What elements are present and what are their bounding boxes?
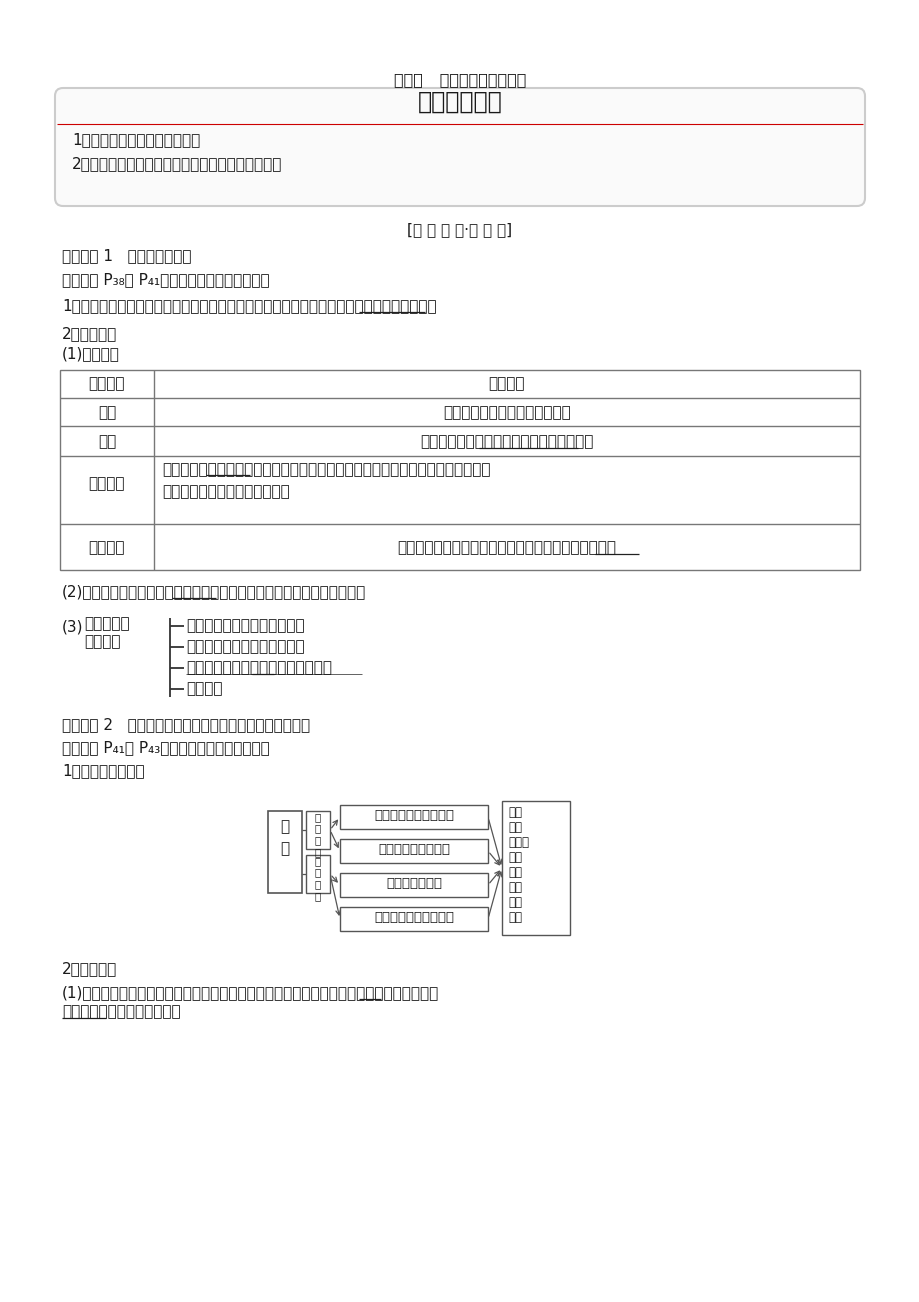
Text: 1．城市与区域发展: 1．城市与区域发展 xyxy=(62,763,144,779)
Text: 具体表现: 具体表现 xyxy=(488,376,525,391)
Text: 为城市自身服务: 为城市自身服务 xyxy=(386,878,441,891)
Text: 城: 城 xyxy=(280,819,289,835)
Text: 1．知道影响城市的区位因素。: 1．知道影响城市的区位因素。 xyxy=(72,132,200,147)
Text: 区域经济的增长中心: 区域经济的增长中心 xyxy=(378,842,449,855)
Text: 城市区位因: 城市区位因 xyxy=(84,616,130,631)
Text: 2．理解不同规模城市服务功能的差异。（重难点）: 2．理解不同规模城市服务功能的差异。（重难点） xyxy=(72,156,282,171)
Text: 气候: 气候 xyxy=(97,434,116,449)
Text: 2．城市体系: 2．城市体系 xyxy=(62,961,117,976)
Text: 是区
域的
核心，
对区
域发
展起
主导
作用: 是区 域的 核心， 对区 域发 展起 主导 作用 xyxy=(507,806,528,924)
Text: 相互作用而形成的有机整体。: 相互作用而形成的有机整体。 xyxy=(62,1004,180,1019)
Text: 素的变化: 素的变化 xyxy=(84,634,120,648)
Text: (2)社会经济因素：交通区位、经济基础、生产方式、政治和文化历史等。: (2)社会经济因素：交通区位、经济基础、生产方式、政治和文化历史等。 xyxy=(62,585,366,599)
Text: 为城市以外的地区服务: 为城市以外的地区服务 xyxy=(374,911,453,924)
Text: 第二节   城市区位与城市体系: 第二节 城市区位与城市体系 xyxy=(393,72,526,87)
Text: 平原地区地势平坦，交通便利，自然环境优越，且利于城市基础设施建设，对外联: 平原地区地势平坦，交通便利，自然环境优越，且利于城市基础设施建设，对外联 xyxy=(162,462,490,477)
Text: 教材整理 2   城市体系、长江三角洲地区城市功能案例分析: 教材整理 2 城市体系、长江三角洲地区城市功能案例分析 xyxy=(62,717,310,732)
Text: 经济、政治、交通等因素始终产生着: 经济、政治、交通等因素始终产生着 xyxy=(186,660,332,674)
Bar xyxy=(60,370,859,570)
Text: [自 主 预 习·探 新 知]: [自 主 预 习·探 新 知] xyxy=(407,223,512,237)
Text: 矿产资源: 矿产资源 xyxy=(88,540,125,555)
Text: 市: 市 xyxy=(280,841,289,855)
Text: 阅读教材 P₃₈至 P₄₁图文内容，完成下列问题。: 阅读教材 P₃₈至 P₄₁图文内容，完成下列问题。 xyxy=(62,272,269,286)
FancyBboxPatch shape xyxy=(55,89,864,206)
Text: 两
项
活
动: 两 项 活 动 xyxy=(314,855,321,901)
Bar xyxy=(340,874,487,897)
Text: 地表形态: 地表形态 xyxy=(88,477,125,491)
Bar xyxy=(340,805,487,829)
Bar xyxy=(306,855,330,893)
Text: 科技、旅游等已成为重要因素: 科技、旅游等已成为重要因素 xyxy=(186,639,304,654)
Text: 1．城市区位的含义：是指城市所占据的场所，与自然环境和社会经济环境有着密切的关系。: 1．城市区位的含义：是指城市所占据的场所，与自然环境和社会经济环境有着密切的关系… xyxy=(62,298,437,312)
Text: 城市大多分布在气温适宜、降水适度的地区: 城市大多分布在气温适宜、降水适度的地区 xyxy=(420,434,593,449)
Text: 2．影响因素: 2．影响因素 xyxy=(62,326,117,341)
Text: 河流: 河流 xyxy=(97,405,116,421)
Text: 巨大影响: 巨大影响 xyxy=(186,681,222,697)
Text: 主要因素: 主要因素 xyxy=(88,376,125,391)
Text: 具有供水、运输和军事防御功能: 具有供水、运输和军事防御功能 xyxy=(443,405,571,421)
Text: 工业革命后，资源丰富地区出现了很多新兴的工矿城市: 工业革命后，资源丰富地区出现了很多新兴的工矿城市 xyxy=(397,540,616,555)
Text: 系方便，利于城市的兴起和发展: 系方便，利于城市的兴起和发展 xyxy=(162,484,289,499)
Bar xyxy=(340,907,487,931)
Text: 两
个
中
心: 两 个 中 心 xyxy=(314,812,321,857)
Text: 阅读教材 P₄₁至 P₄₃图文内容，完成下列问题。: 阅读教材 P₄₁至 P₄₃图文内容，完成下列问题。 xyxy=(62,740,269,755)
Bar xyxy=(502,801,570,935)
Text: 学习目标导航: 学习目标导航 xyxy=(417,90,502,115)
Bar xyxy=(267,811,301,893)
Text: (1)概念：在一定的区域范围内，由不同规模、不同等级、功能上各具特色的城市相互联系、: (1)概念：在一定的区域范围内，由不同规模、不同等级、功能上各具特色的城市相互联… xyxy=(62,986,438,1000)
Text: (3): (3) xyxy=(62,618,84,634)
Text: 区域的服务和管理中心: 区域的服务和管理中心 xyxy=(374,809,453,822)
Text: 教材整理 1   城市的区位选择: 教材整理 1 城市的区位选择 xyxy=(62,247,191,263)
Bar xyxy=(306,811,330,849)
Text: 军事、宗教等因素的影响减弱: 军事、宗教等因素的影响减弱 xyxy=(186,618,304,633)
Text: (1)自然因素: (1)自然因素 xyxy=(62,346,119,361)
Bar xyxy=(340,838,487,863)
